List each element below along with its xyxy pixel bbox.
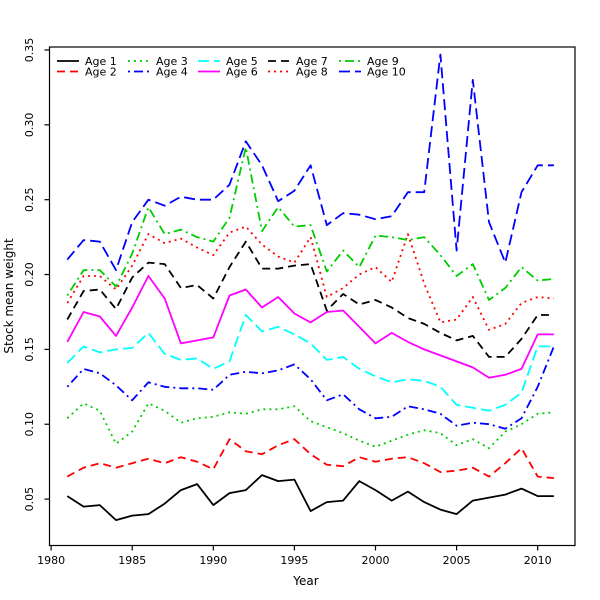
x-axis: 1980 1985 1990 1995 2000 2005 2010 xyxy=(37,545,552,567)
y-tick-label: 0.15 xyxy=(23,337,36,362)
legend-item-age-8: Age 8 xyxy=(268,65,328,78)
legend-item-age-1: Age 1 xyxy=(57,55,117,68)
x-tick-label: 1995 xyxy=(280,554,308,567)
x-tick-label: 1985 xyxy=(118,554,146,567)
y-tick-label: 0.20 xyxy=(23,262,36,287)
legend-item-age-7: Age 7 xyxy=(268,55,328,68)
y-tick-label: 0.05 xyxy=(23,487,36,512)
y-axis-title: Stock mean weight xyxy=(2,238,16,354)
series-age-7 xyxy=(66,240,554,358)
series-age-4 xyxy=(66,346,555,430)
series-age-2 xyxy=(66,438,554,479)
legend-label: Age 3 xyxy=(156,55,188,68)
legend-item-age-6: Age 6 xyxy=(198,65,258,78)
legend-label: Age 7 xyxy=(296,55,328,68)
plot-box xyxy=(48,46,576,547)
legend-item-age-4: Age 4 xyxy=(128,65,188,78)
legend-label: Age 8 xyxy=(296,65,328,78)
y-tick-label: 0.10 xyxy=(23,412,36,437)
y-tick-label: 0.30 xyxy=(23,113,36,138)
legend-item-age-3: Age 3 xyxy=(128,55,188,68)
legend-label: Age 5 xyxy=(226,55,258,68)
series-age-10 xyxy=(66,53,554,272)
x-tick-label: 2005 xyxy=(443,554,471,567)
series-age-3 xyxy=(66,402,554,450)
legend-label: Age 4 xyxy=(156,65,188,78)
legend-item-age-5: Age 5 xyxy=(198,55,258,68)
x-axis-title: Year xyxy=(292,574,318,588)
x-tick-label: 1980 xyxy=(37,554,65,567)
legend-item-age-10: Age 10 xyxy=(339,65,406,78)
series-age-8 xyxy=(66,225,554,331)
x-tick-label: 1990 xyxy=(199,554,227,567)
series-age-5 xyxy=(66,314,554,412)
y-tick-label: 0.25 xyxy=(23,187,36,212)
legend-label: Age 1 xyxy=(85,55,117,68)
legend-label: Age 10 xyxy=(367,65,406,78)
x-tick-label: 2000 xyxy=(362,554,390,567)
legend-label: Age 9 xyxy=(367,55,399,68)
legend-item-age-9: Age 9 xyxy=(339,55,399,68)
y-tick-label: 0.35 xyxy=(23,38,36,63)
x-tick-label: 2010 xyxy=(524,554,552,567)
y-axis: 0.05 0.10 0.15 0.20 0.25 0.30 0.35 xyxy=(23,38,50,512)
series-age-1 xyxy=(66,474,554,521)
series-age-9 xyxy=(66,146,554,301)
legend-label: Age 2 xyxy=(85,65,117,78)
legend-item-age-2: Age 2 xyxy=(57,65,117,78)
series-lines xyxy=(66,53,555,521)
legend-label: Age 6 xyxy=(226,65,258,78)
series-age-6 xyxy=(66,275,554,379)
